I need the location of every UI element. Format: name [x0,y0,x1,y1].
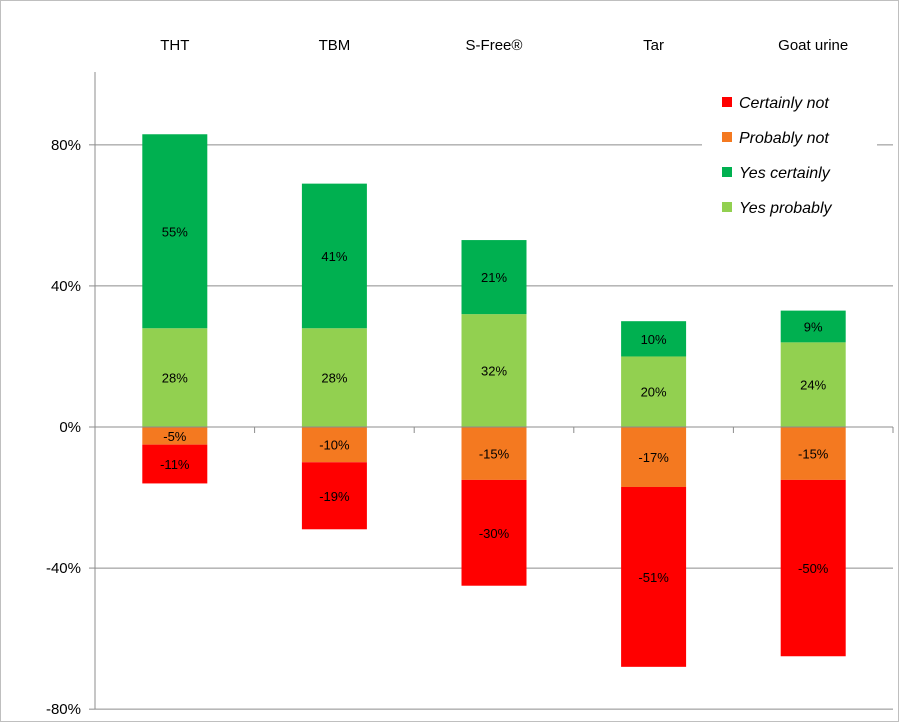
data-label: 55% [162,224,188,239]
data-label: 20% [641,385,667,400]
category-label: Goat urine [778,37,848,54]
bar-segment [142,134,208,329]
data-label: -15% [798,446,829,461]
category-label: Tar [643,37,664,54]
legend-swatch [722,202,732,212]
bar-segment [621,321,687,357]
bar-segment [301,183,367,329]
data-label: -15% [479,446,510,461]
bar-segment [780,310,846,343]
legend-label: Yes certainly [739,165,831,182]
data-label: 24% [800,378,826,393]
bar-segment [621,486,687,667]
legend-swatch [722,167,732,177]
category-label: S-Free® [466,37,523,54]
bar-segment [780,427,846,480]
bar-segment [142,328,208,427]
data-label: 21% [481,270,507,285]
bar-segment [461,479,527,586]
data-label: -30% [479,526,510,541]
data-label: -17% [638,450,669,465]
data-label: -5% [163,429,187,444]
legend-swatch [722,132,732,142]
bar-segment [461,240,527,315]
data-label: -10% [319,438,350,453]
y-tick-label: 40% [51,278,81,295]
y-tick-label: 80% [51,137,81,154]
category-label: TBM [319,37,351,54]
data-label: -50% [798,561,829,576]
data-label: 32% [481,364,507,379]
legend-label: Certainly not [739,95,829,112]
bar-segment [301,328,367,427]
legend-label: Probably not [739,130,829,147]
y-tick-label: -80% [46,701,81,718]
bar-segment [142,444,208,484]
legend-label: Yes probably [739,200,833,217]
data-label: -19% [319,489,350,504]
bar-segment [780,342,846,427]
y-tick-label: -40% [46,560,81,577]
bar-segment [461,427,527,480]
bar-segment [301,427,367,463]
category-label: THT [160,37,189,54]
bar-segment [621,356,687,427]
y-tick-label: 0% [59,419,81,436]
data-label: 10% [641,332,667,347]
data-label: -51% [638,570,669,585]
data-label: -11% [160,457,190,472]
data-label: 28% [162,371,188,386]
data-label: 41% [321,249,347,264]
legend-swatch [722,97,732,107]
bar-segment [301,462,367,530]
bar-segment [142,427,208,445]
data-label: 28% [321,371,347,386]
bar-segment [461,314,527,427]
bar-segment [780,479,846,657]
data-label: 9% [804,319,823,334]
bar-segment [621,427,687,487]
